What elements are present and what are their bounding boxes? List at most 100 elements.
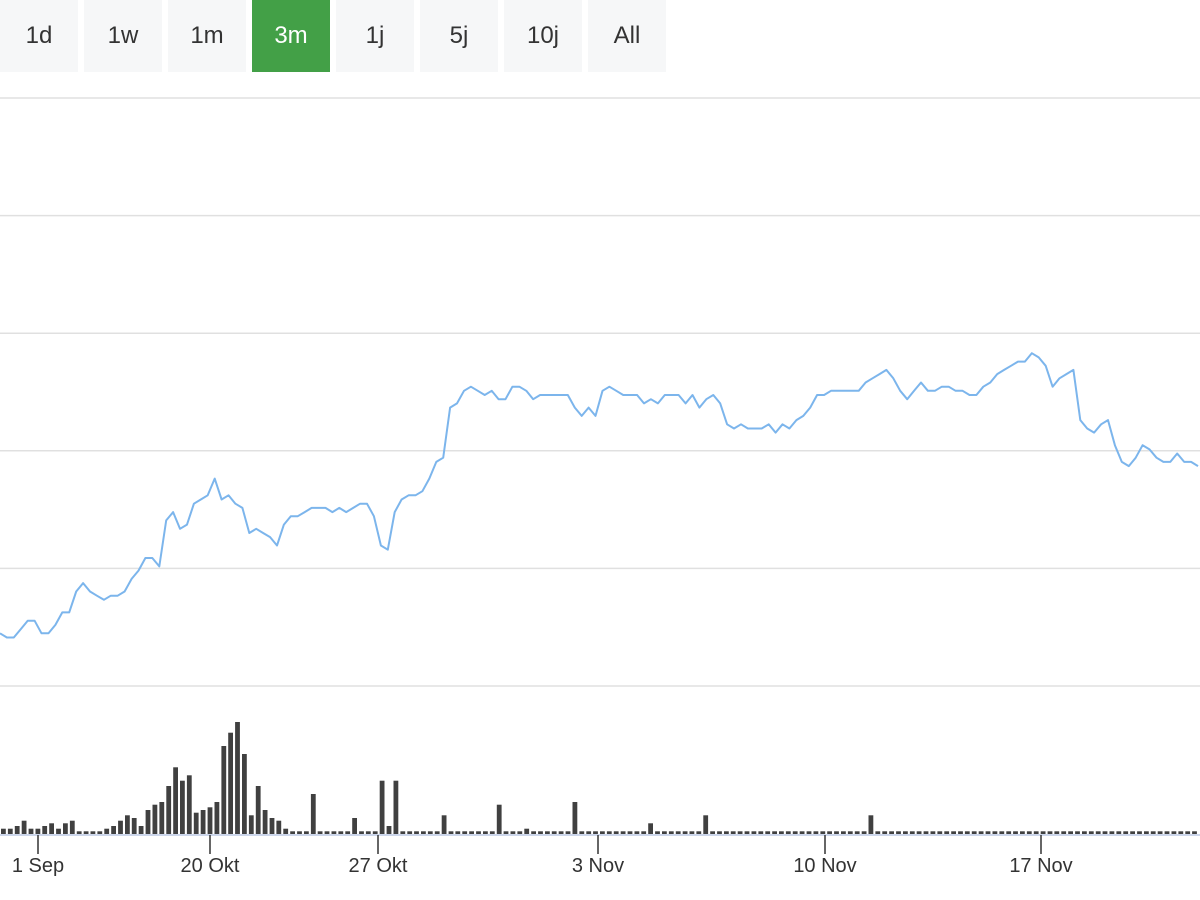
volume-bar: [999, 831, 1005, 834]
volume-bar: [97, 831, 103, 834]
x-tick-label: 27 Okt: [349, 855, 408, 877]
volume-bar: [662, 831, 667, 834]
volume-bar: [854, 831, 860, 834]
volume-bar: [331, 831, 337, 834]
volume-bar: [1150, 831, 1156, 834]
volume-bar: [235, 722, 240, 834]
volume-bar: [269, 818, 275, 834]
range-button-all[interactable]: All: [588, 0, 666, 72]
volume-bar: [1020, 831, 1025, 834]
volume-bar: [1130, 831, 1135, 834]
volume-bar: [365, 831, 371, 834]
volume-bar: [262, 810, 268, 834]
volume-bar: [14, 826, 20, 834]
volume-bar: [1040, 831, 1046, 834]
volume-bar: [1088, 831, 1094, 834]
volume-bar: [648, 823, 653, 834]
volume-bar: [1026, 831, 1032, 834]
volume-bar: [675, 831, 681, 834]
volume-bar: [916, 831, 922, 834]
volume-bar: [600, 831, 605, 834]
grid-lines: [0, 97, 1200, 687]
volume-bar: [1075, 831, 1080, 834]
volume-bar: [847, 831, 853, 834]
range-button-10j[interactable]: 10j: [504, 0, 582, 72]
volume-bar: [21, 820, 27, 834]
volume-bar: [930, 831, 936, 834]
range-button-1w[interactable]: 1w: [84, 0, 162, 72]
x-tick-label: 17 Nov: [1009, 855, 1072, 877]
volume-bar: [152, 804, 158, 834]
volume-bar: [806, 831, 812, 834]
volume-bar: [42, 826, 48, 834]
volume-bar: [510, 831, 516, 834]
volume-bar: [937, 831, 943, 834]
range-button-1j[interactable]: 1j: [336, 0, 414, 72]
volume-bar: [200, 810, 206, 834]
x-tick-label: 1 Sep: [12, 855, 64, 877]
volume-bar: [7, 828, 13, 834]
volume-bar: [779, 831, 784, 834]
x-axis: 1 Sep 20 Okt 27 Okt 3 Nov 10 Nov 17 Nov: [0, 834, 1200, 877]
volume-bar: [448, 831, 454, 834]
volume-bar: [545, 831, 550, 834]
volume-bar: [496, 804, 502, 834]
range-button-1m[interactable]: 1m: [168, 0, 246, 72]
volume-bar: [434, 831, 440, 834]
volume-bar: [1, 828, 6, 834]
volume-bar: [427, 831, 433, 834]
range-button-1d[interactable]: 1d: [0, 0, 78, 72]
volume-bar: [703, 815, 709, 834]
volume-bar: [1082, 831, 1087, 834]
volume-bar: [138, 826, 144, 834]
volume-bar: [785, 831, 791, 834]
volume-bar: [517, 831, 523, 834]
volume-bar: [944, 831, 950, 834]
volume-bar: [958, 831, 963, 834]
volume-bar: [489, 831, 495, 834]
volume-bar: [531, 831, 536, 834]
volume-bar: [462, 831, 468, 834]
volume-bar: [242, 754, 247, 834]
volume-bar: [304, 831, 309, 834]
volume-bar: [379, 780, 385, 834]
volume-bar: [1144, 831, 1149, 834]
volume-bar: [421, 831, 426, 834]
volume-bar: [724, 831, 729, 834]
volume-bar: [889, 831, 894, 834]
volume-bar: [290, 831, 295, 834]
volume-bar: [572, 802, 578, 834]
volume-bar: [951, 831, 956, 834]
volume-bar: [696, 831, 702, 834]
volume-bar: [730, 831, 736, 834]
volume-bar: [1185, 831, 1191, 834]
volume-bar: [248, 815, 254, 834]
volume-bar: [118, 820, 123, 834]
range-button-5j[interactable]: 5j: [420, 0, 498, 72]
volume-bar: [407, 831, 413, 834]
volume-bar: [255, 786, 261, 834]
volume-bar: [359, 831, 364, 834]
volume-bar: [111, 826, 116, 834]
volume-bar: [1102, 831, 1108, 834]
volume-bar: [565, 831, 571, 834]
x-tick-label: 10 Nov: [793, 855, 856, 877]
volume-bar: [186, 775, 192, 834]
volume-bar: [551, 831, 557, 834]
volume-bar: [49, 823, 54, 834]
volume-bar: [35, 828, 41, 834]
volume-bar: [792, 831, 798, 834]
volume-bar: [964, 831, 970, 834]
volume-bar: [400, 831, 406, 834]
volume-bar: [338, 831, 344, 834]
volume-bar: [1061, 831, 1067, 834]
volume-bar: [1047, 831, 1053, 834]
volume-bar: [758, 831, 764, 834]
volume-bar: [834, 831, 839, 834]
volume-bar: [145, 810, 151, 834]
range-button-3m[interactable]: 3m: [252, 0, 330, 72]
volume-bar: [903, 831, 908, 834]
volume-bar: [372, 831, 378, 834]
volume-bar: [90, 831, 96, 834]
